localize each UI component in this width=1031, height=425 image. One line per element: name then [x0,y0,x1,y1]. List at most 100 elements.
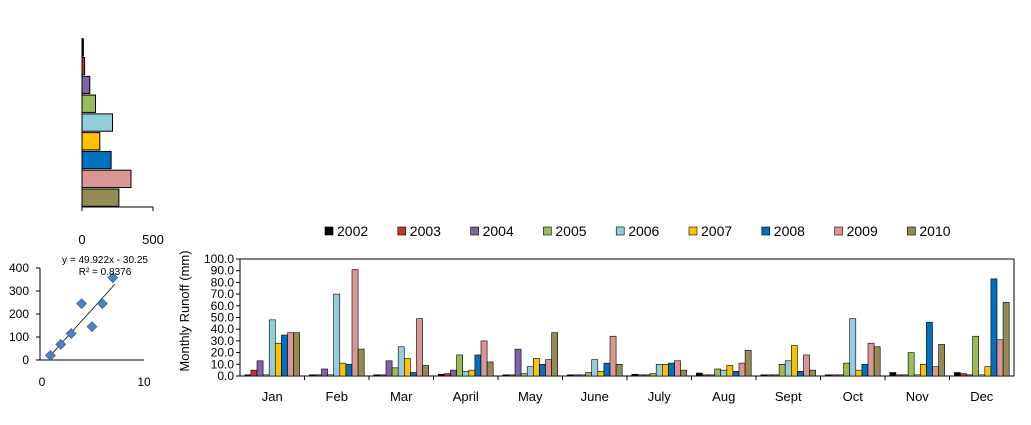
bar-2003-July [637,374,645,377]
bar-2006-Jan [268,319,276,377]
bar-2002-Nov [889,372,897,377]
bar-2004-Mar [385,360,393,377]
legend-swatch-2002 [324,226,334,236]
bar-2007-April [468,369,476,377]
bar-2008-April [474,354,482,377]
bar-2007-Sept [790,345,798,377]
bar-2005-Mar [391,367,399,377]
scatter-point [107,272,119,284]
scatter-point [76,298,88,310]
bar-2002-Oct [824,374,832,377]
bar-2008-Aug [732,371,740,377]
hbar-2007 [81,132,101,151]
main-y-axis-label: Monthly Runoff (mm) [177,250,192,371]
bar-2009-April [480,340,488,377]
main-x-tick-label: Dec [970,389,994,404]
legend-swatch-2009 [834,226,843,236]
bar-2008-May [539,363,546,377]
bar-2004-June [579,374,586,377]
bar-2010-Feb [357,348,365,377]
bar-2005-Nov [907,352,915,377]
bar-2010-April [486,361,494,377]
main-x-tick-label: Oct [843,389,864,404]
bar-2005-June [585,372,592,377]
bar-2008-June [603,362,611,377]
bar-2005-Sept [778,363,786,377]
bar-2007-Feb [339,362,347,377]
main-y-tick-label: 0.0 [217,369,234,383]
bar-2008-Sept [797,371,804,377]
bar-2010-Oct [873,346,881,377]
bar-2006-Feb [333,293,341,377]
bar-2004-Nov [901,374,909,377]
main-x-ticks: Jan Feb Mar April May June July Aug Sept Oct Nov De… [262,376,994,404]
trendline-r2: R² = 0.8376 [79,267,132,278]
bar-2005-May [520,373,528,377]
bar-2009-Jan [287,332,294,377]
bar-2005-Feb [327,374,335,377]
main-y-tick-label: 80.0 [211,275,235,289]
legend-label-2008: 2008 [774,223,805,239]
main-y-ticks: 0.010.020.030.040.050.060.070.080.090.01… [204,252,240,383]
bar-2008-Feb [345,363,353,377]
scatter-point-group [44,272,119,361]
trendline-equation: y = 49.922x - 30.25 [62,255,148,266]
legend-label-2005: 2005 [555,223,586,239]
bar-2009-May [545,359,552,377]
bar-2003-June [573,374,580,377]
scatter-point [86,321,98,333]
main-x-tick-label: Aug [712,389,735,404]
bar-2010-May [551,332,558,377]
bar-2002-Jan [244,374,252,377]
main-x-tick-label: April [453,389,479,404]
bar-2008-July [668,362,675,377]
bar-2002-June [566,374,574,377]
bar-2009-Mar [416,318,423,377]
bar-2005-April [456,354,464,377]
bar-2002-Dec [953,372,961,377]
bar-2009-Nov [932,366,939,377]
bar-2008-Oct [861,363,869,377]
bar-2007-Jan [274,342,282,377]
bar-2006-Oct [849,318,857,377]
legend-label-2002: 2002 [337,223,368,239]
hbar-2009 [81,169,132,188]
scatter-y-tick-label: 200 [9,307,29,321]
legend-swatch-2004 [470,226,479,236]
bar-2008-Nov [926,321,933,377]
bar-2008-Mar [410,372,417,377]
bar-2005-Jan [262,374,270,377]
legend-swatch-2006 [615,226,625,236]
horizontal-bar-group [81,38,132,207]
main-x-tick-label: Sept [775,389,802,404]
scatter-point [65,328,77,339]
bar-2002-May [502,374,510,377]
bar-2006-Mar [397,346,405,377]
bar-2008-Jan [281,334,288,377]
legend-label-2009: 2009 [847,223,878,239]
bar-2006-May [526,366,534,377]
bar-2003-Aug [702,374,709,377]
main-y-tick-label: 50.0 [211,311,235,325]
main-y-tick-label: 60.0 [211,299,235,313]
main-bar-group [244,269,1010,377]
bar-2007-Oct [855,369,863,377]
bar-2009-Aug [738,362,746,377]
bar-2006-Nov [913,374,921,377]
main-y-tick-label: 70.0 [211,287,235,301]
bar-2009-Oct [867,342,875,377]
legend-swatch-2003 [397,226,407,236]
bar-2003-Feb [315,374,322,377]
bar-2003-Nov [895,374,903,377]
legend-label-2010: 2010 [919,223,950,239]
bar-2010-July [680,369,687,377]
bar-2002-April [437,373,445,377]
bar-2004-July [643,374,651,377]
bar-2004-Dec [966,374,973,377]
scatter-y-tick-label: 0 [22,353,29,367]
bar-2010-Aug [744,349,752,377]
hbar-x-tick-label: 0 [78,232,85,247]
bar-2010-Mar [422,365,430,377]
bar-2010-Jan [293,332,301,377]
bar-2007-June [597,371,605,377]
